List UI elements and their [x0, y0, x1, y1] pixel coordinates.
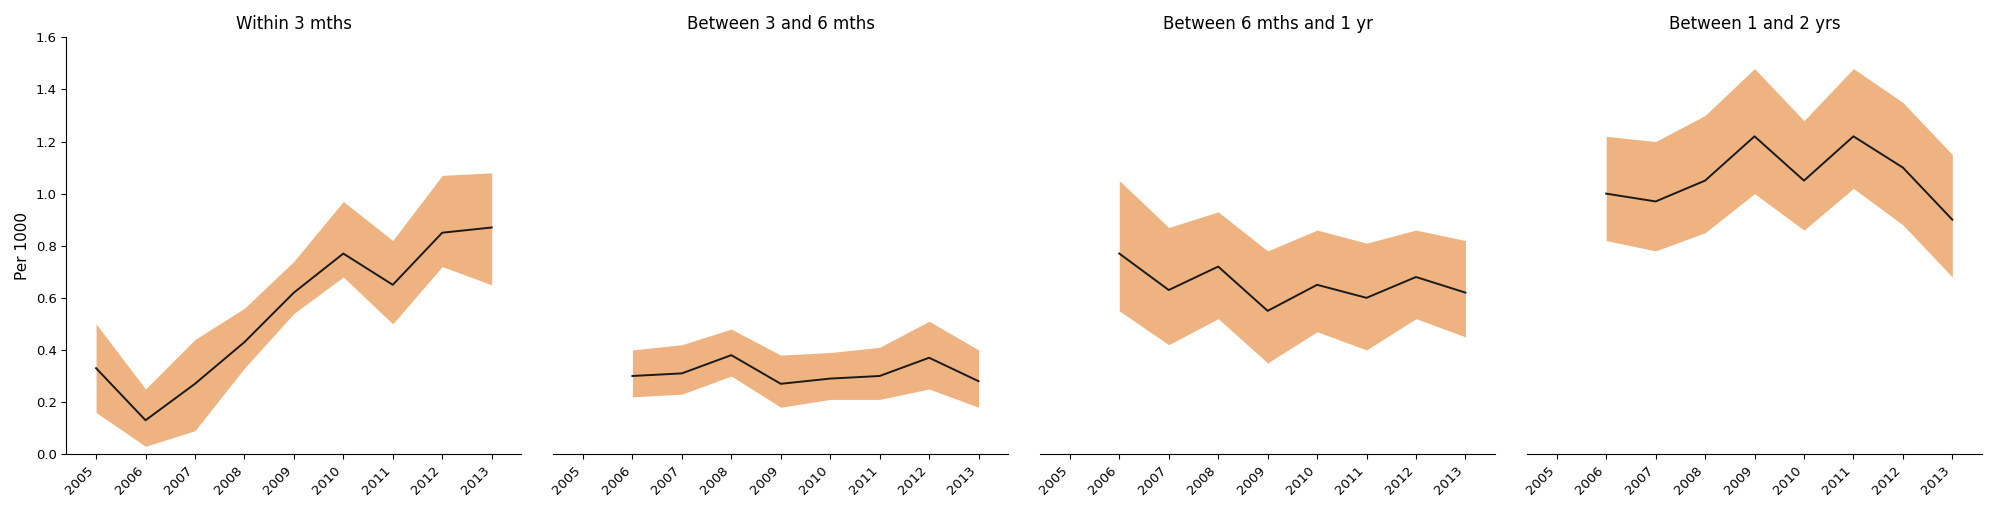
Title: Between 1 and 2 yrs: Between 1 and 2 yrs	[1669, 15, 1841, 33]
Title: Within 3 mths: Within 3 mths	[236, 15, 351, 33]
Title: Between 3 and 6 mths: Between 3 and 6 mths	[687, 15, 875, 33]
Title: Between 6 mths and 1 yr: Between 6 mths and 1 yr	[1162, 15, 1372, 33]
Y-axis label: Per 1000: Per 1000	[16, 212, 30, 280]
